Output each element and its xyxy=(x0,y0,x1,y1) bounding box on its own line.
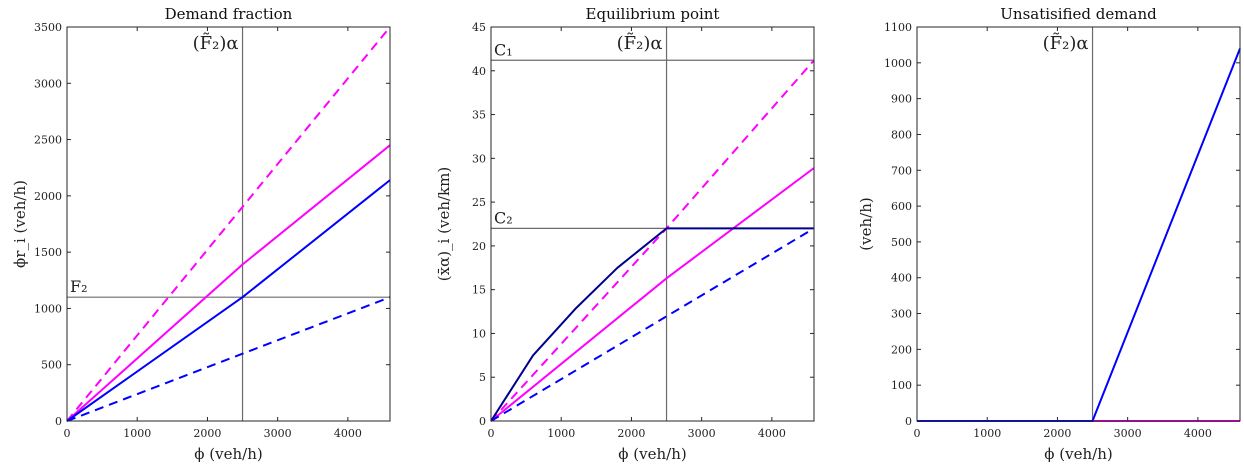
y-tick-label: 30 xyxy=(472,152,486,165)
y-tick-label: 45 xyxy=(472,21,486,34)
y-tick-label: 500 xyxy=(891,236,912,249)
x-tick-label: 3000 xyxy=(688,427,716,440)
chart-panel-1: Demand fraction ϕ (veh/h) ϕr_i (veh/h) (F̃₂… xyxy=(11,5,391,463)
x-tick-label: 4000 xyxy=(758,427,786,440)
y-tick-label: 1000 xyxy=(34,302,62,315)
x-tick-label: 4000 xyxy=(334,427,362,440)
y-tick-label: 5 xyxy=(479,371,486,384)
reference-label: C₂ xyxy=(494,208,513,227)
x-tick-label: 0 xyxy=(914,427,921,440)
plot-area-frame xyxy=(66,26,391,422)
y-tick-label: 600 xyxy=(891,200,912,213)
y-tick-label: 25 xyxy=(472,196,486,209)
y-tick-label: 0 xyxy=(479,415,486,428)
y-axis-label: ϕr_i (veh/h) xyxy=(11,180,29,268)
chart-title: Unsatisified demand xyxy=(1000,5,1157,23)
y-tick-label: 3500 xyxy=(34,21,62,34)
y-tick-label: 200 xyxy=(891,343,912,356)
series-line-1 xyxy=(66,26,391,422)
x-tick-label: 2000 xyxy=(617,427,645,440)
x-tick-label: 0 xyxy=(488,427,495,440)
y-tick-label: 40 xyxy=(472,65,486,78)
x-tick-label: 3000 xyxy=(1114,427,1142,440)
x-tick-label: 4000 xyxy=(1184,427,1212,440)
reference-label: (F̃₂)α xyxy=(1043,32,1089,54)
x-tick-label: 1000 xyxy=(973,427,1001,440)
series-line-2 xyxy=(66,144,391,422)
plot-area-frame xyxy=(490,26,815,422)
y-tick-label: 0 xyxy=(905,415,912,428)
y-axis-label: (veh/h) xyxy=(857,197,875,250)
x-tick-label: 3000 xyxy=(264,427,292,440)
x-tick-label: 2000 xyxy=(1043,427,1071,440)
y-tick-label: 1100 xyxy=(884,21,912,34)
series-line-2 xyxy=(917,48,1241,422)
series-line-4 xyxy=(66,296,391,422)
x-tick-label: 1000 xyxy=(123,427,151,440)
chart-panel-3: Unsatisified demand ϕ (veh/h) (veh/h) (F̃₂)… xyxy=(857,5,1241,463)
y-tick-label: 0 xyxy=(55,415,62,428)
y-tick-label: 400 xyxy=(891,272,912,285)
series-line-3 xyxy=(490,227,814,422)
y-tick-label: 300 xyxy=(891,308,912,321)
reference-label: F₂ xyxy=(70,277,88,296)
series-line-2 xyxy=(490,167,815,422)
y-tick-label: 500 xyxy=(41,359,62,372)
x-axis-label: ϕ (veh/h) xyxy=(1044,445,1112,463)
y-tick-label: 3000 xyxy=(34,77,62,90)
y-tick-label: 900 xyxy=(891,93,912,106)
y-tick-label: 35 xyxy=(472,109,486,122)
y-tick-label: 10 xyxy=(472,327,486,340)
x-tick-label: 0 xyxy=(64,427,71,440)
x-axis-label: ϕ (veh/h) xyxy=(618,445,686,463)
y-axis-label: (x̄α)_i (veh/km) xyxy=(435,167,453,281)
y-tick-label: 800 xyxy=(891,128,912,141)
y-tick-label: 1500 xyxy=(34,246,62,259)
chart-panel-2: Equilibrium point ϕ (veh/h) (x̄α)_i (veh/k… xyxy=(435,5,815,463)
x-axis-label: ϕ (veh/h) xyxy=(194,445,262,463)
reference-label: C₁ xyxy=(494,40,513,59)
y-tick-label: 20 xyxy=(472,240,486,253)
plot-area-frame xyxy=(916,26,1241,422)
reference-label: (F̃₂)α xyxy=(193,32,239,54)
y-tick-label: 100 xyxy=(891,379,912,392)
chart-title: Equilibrium point xyxy=(586,5,720,23)
y-tick-label: 2500 xyxy=(34,134,62,147)
y-tick-label: 15 xyxy=(472,284,486,297)
series-line-3 xyxy=(66,179,391,422)
x-tick-label: 2000 xyxy=(193,427,221,440)
chart-title: Demand fraction xyxy=(165,5,293,23)
y-tick-label: 700 xyxy=(891,164,912,177)
x-tick-label: 1000 xyxy=(547,427,575,440)
reference-label: (F̃₂)α xyxy=(617,32,663,54)
series-line-4 xyxy=(490,227,815,422)
y-tick-label: 1000 xyxy=(884,57,912,70)
y-tick-label: 2000 xyxy=(34,190,62,203)
